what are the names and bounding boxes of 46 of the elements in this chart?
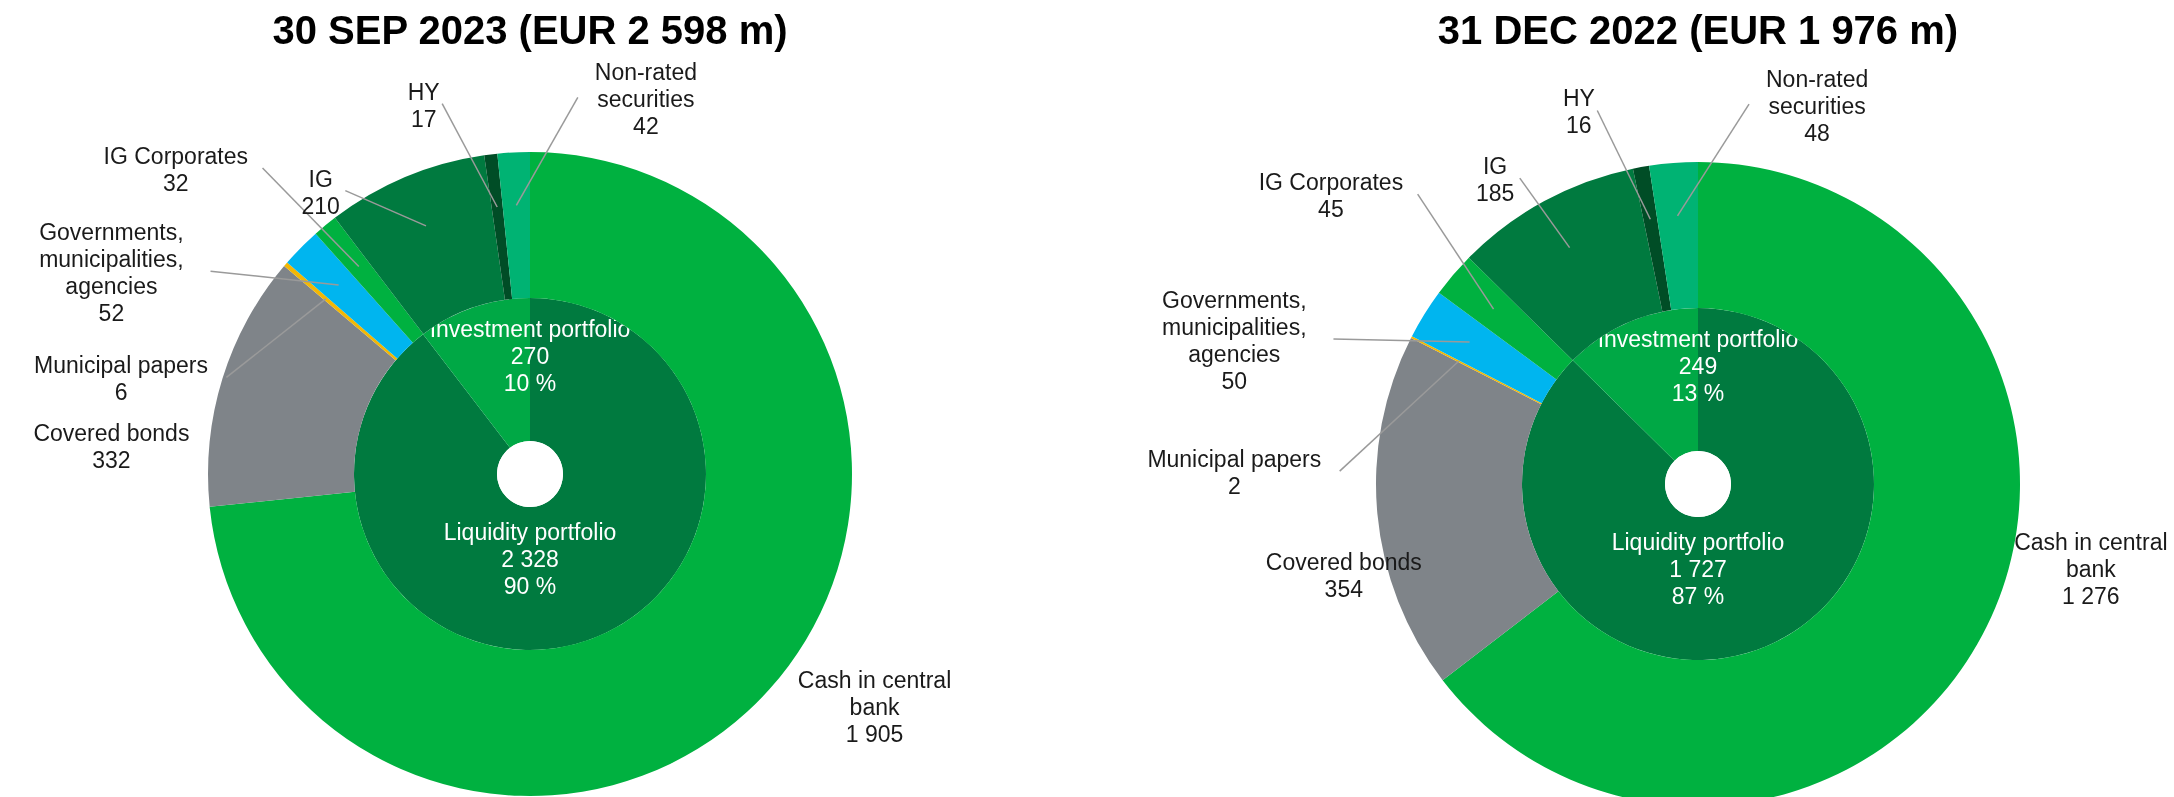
data-label: 48: [1804, 119, 1830, 146]
slice-label: IG Corporates: [1258, 169, 1404, 196]
data-label: 249 13 %: [1671, 353, 1725, 407]
slice-label: Liquidity portfolio: [443, 519, 617, 546]
donut-slice: [497, 152, 530, 299]
slice-label: Investment portfolio: [1597, 326, 1799, 353]
donut-slice: [284, 262, 398, 361]
slice-label: HY: [1562, 85, 1595, 112]
slice-label: Non-rated securities: [594, 58, 698, 112]
slice-label: Municipal papers: [34, 352, 208, 379]
data-label: 185: [1475, 180, 1515, 207]
slice-label: Investment portfolio: [429, 316, 631, 343]
data-label: 32: [163, 170, 189, 197]
slice-label: Governments, municipalities, agencies: [39, 219, 184, 300]
slice-label: IG: [308, 165, 333, 192]
chart-title: 31 DEC 2022 (EUR 1 976 m): [1437, 8, 1959, 52]
data-label: 16: [1566, 112, 1592, 139]
data-label: 52: [98, 300, 125, 327]
data-label: 42: [633, 112, 659, 139]
slice-label: Cash in central bank: [2014, 529, 2168, 583]
donut-slice: [484, 153, 513, 300]
data-label: 210: [301, 192, 340, 219]
slice-label: IG: [1483, 153, 1508, 180]
slice-label: Cash in central bank: [797, 667, 952, 721]
slice-label: HY: [407, 78, 440, 105]
data-label: 2 328 90 %: [501, 546, 559, 600]
data-label: 354: [1324, 576, 1364, 603]
chart-title: 30 SEP 2023 (EUR 2 598 m): [272, 8, 788, 52]
data-label: 50: [1221, 368, 1248, 395]
donut-slice: [287, 233, 413, 359]
slice-label: Covered bonds: [33, 420, 190, 447]
data-label: 17: [410, 105, 437, 132]
data-label: 1 905: [845, 721, 904, 748]
slice-label: Municipal papers: [1147, 446, 1322, 473]
slice-label: Non-rated securities: [1766, 65, 1869, 119]
data-label: 332: [92, 447, 131, 474]
data-label: 45: [1318, 196, 1344, 223]
data-label: 270 10 %: [503, 343, 557, 397]
data-label: 6: [114, 379, 128, 406]
data-label: 1 727 87 %: [1669, 556, 1727, 610]
data-label: 2: [1227, 473, 1241, 500]
data-label: 1 276: [2062, 583, 2120, 610]
slice-label: IG Corporates: [103, 143, 249, 170]
donut-slice: [208, 266, 396, 507]
slice-label: Liquidity portfolio: [1611, 529, 1785, 556]
slice-label: Governments, municipalities, agencies: [1162, 287, 1307, 368]
